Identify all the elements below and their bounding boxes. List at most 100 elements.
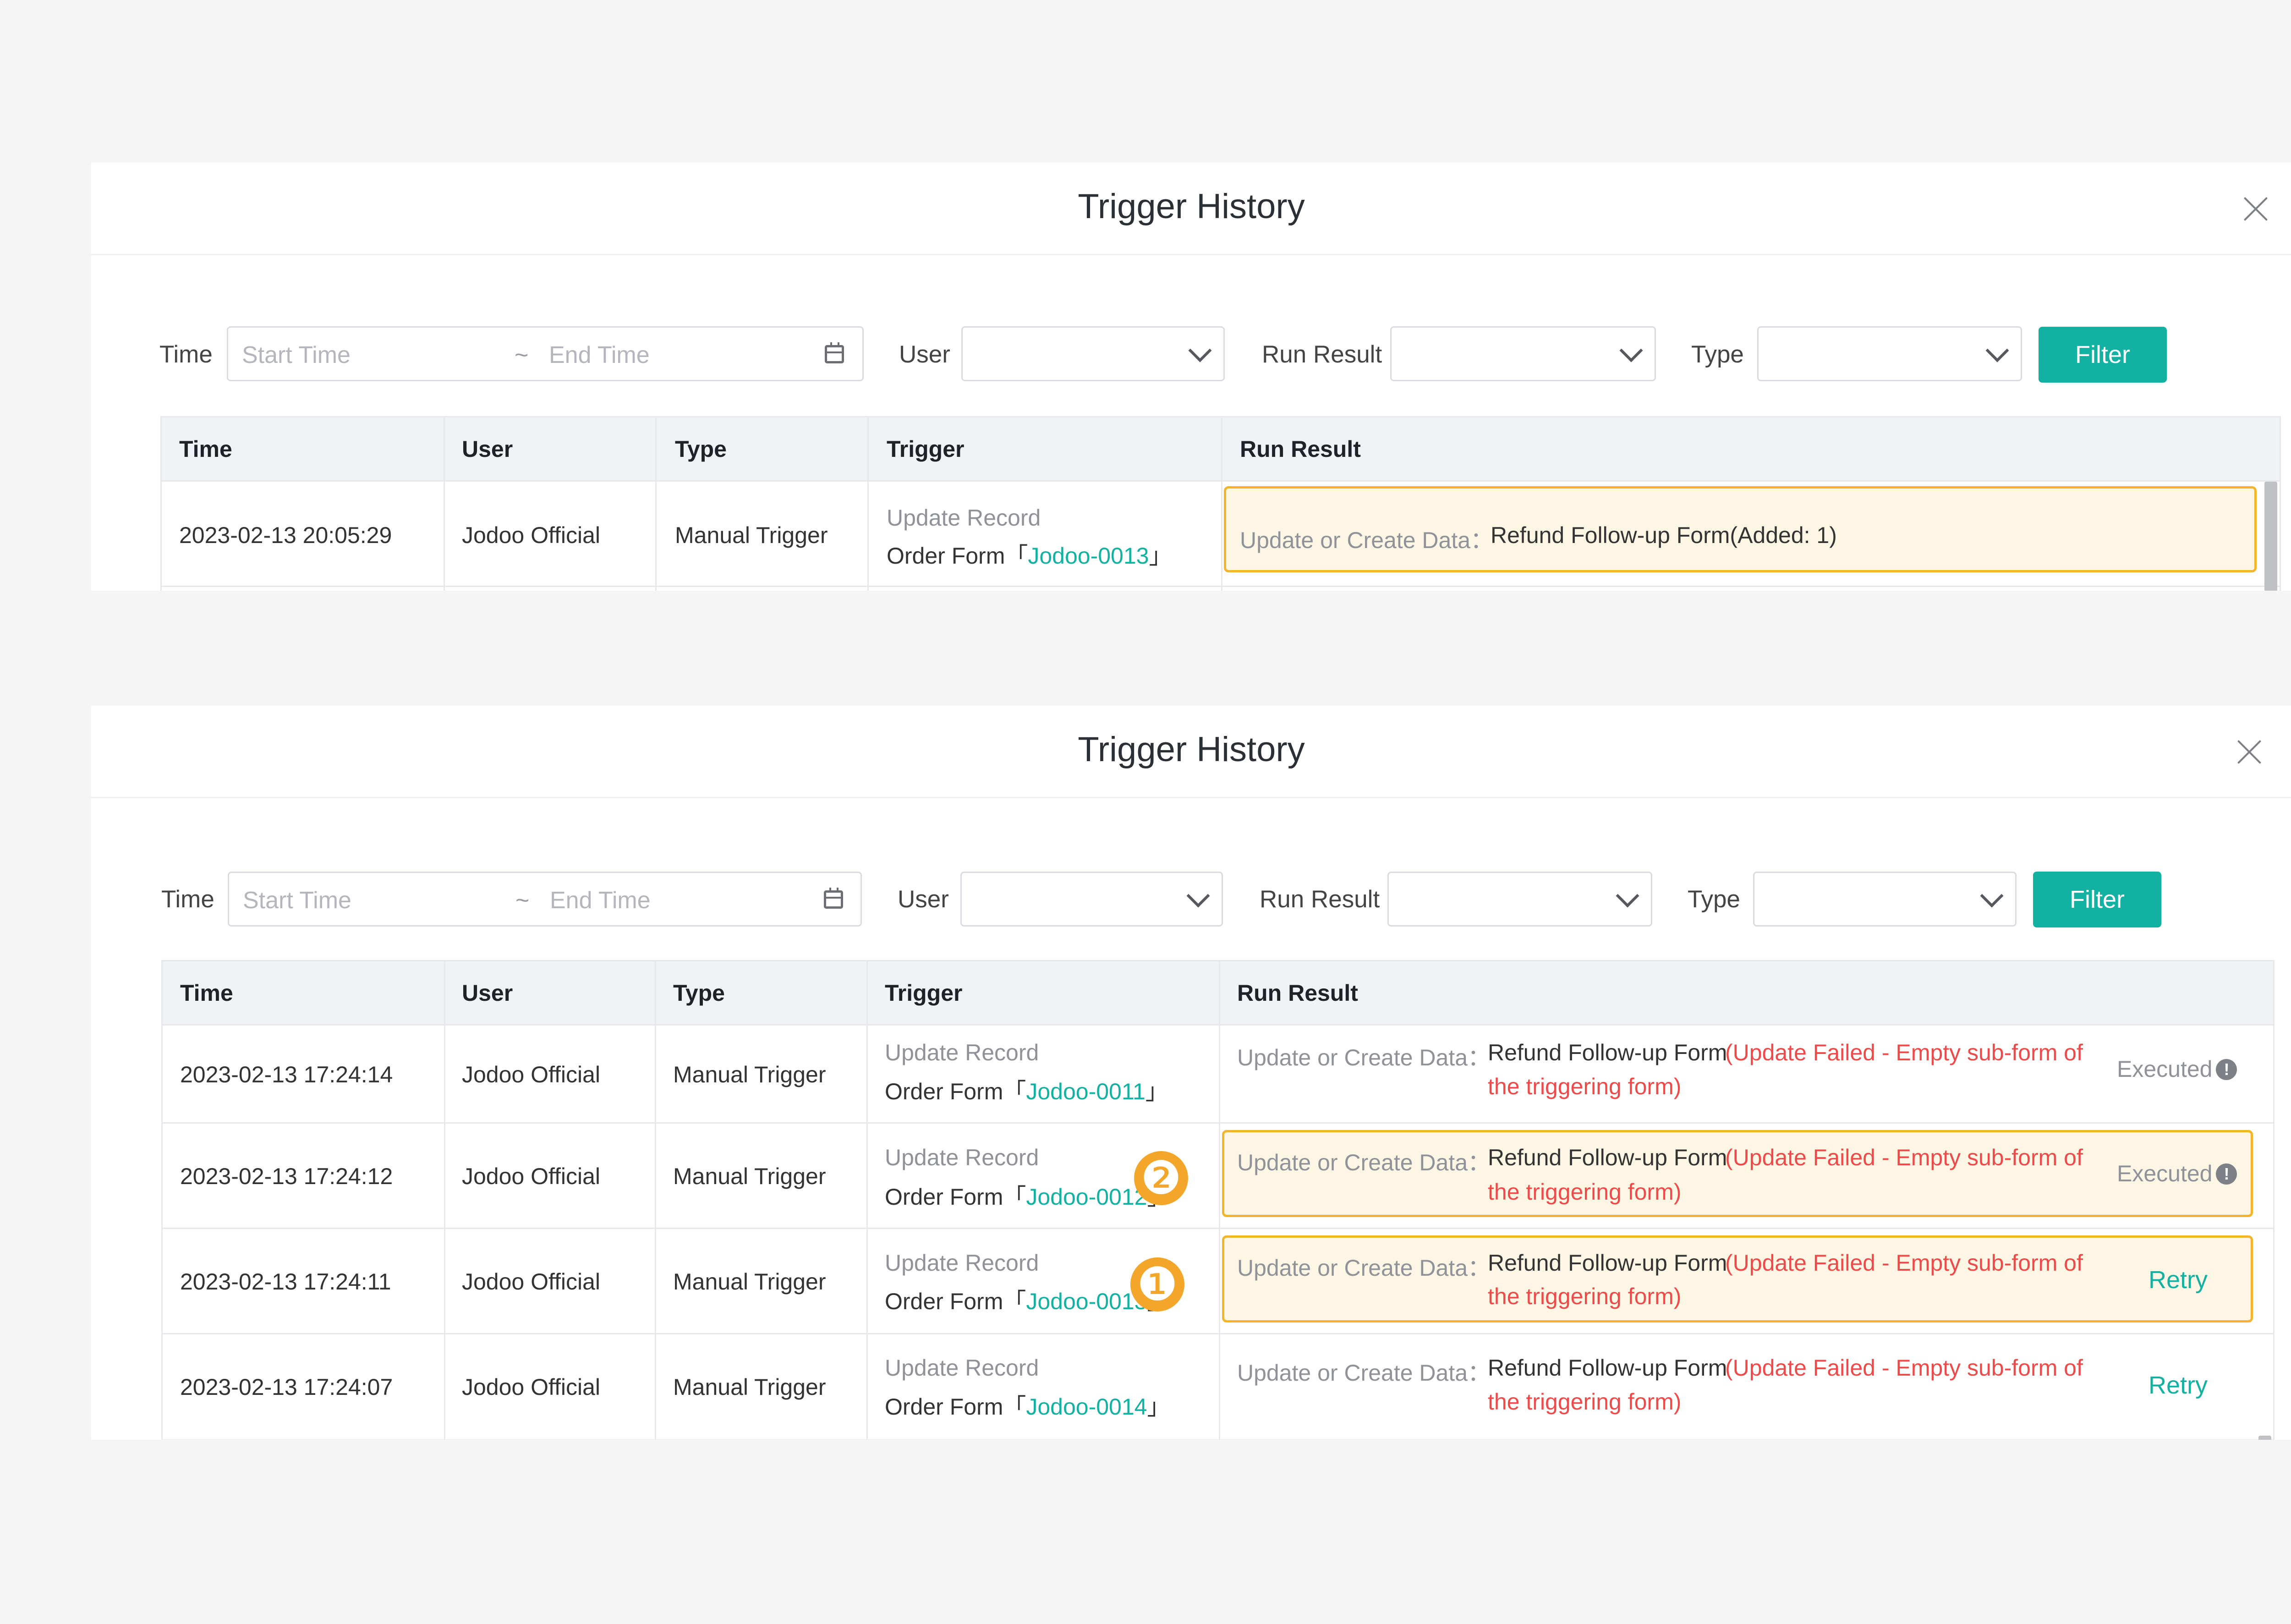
column-divider xyxy=(444,417,445,591)
row-trigger-action: Update Record xyxy=(885,1145,1039,1170)
row-trigger-form: Order Form「Jodoo-0011」 xyxy=(885,1079,1168,1104)
trigger-history-table: Time User Type Trigger Run Result 2023-0… xyxy=(161,960,2275,1440)
col-header-trigger: Trigger xyxy=(887,436,965,462)
column-divider xyxy=(867,417,869,591)
row-result-error-cont: the triggering form) xyxy=(1488,1389,1682,1415)
row-result-form: Refund Follow-up Form xyxy=(1488,1040,1727,1065)
start-time-input[interactable]: Start Time xyxy=(243,887,351,914)
row-trigger-action: Update Record xyxy=(885,1040,1039,1065)
record-link[interactable]: Jodoo-0011 xyxy=(1026,1079,1146,1104)
calendar-icon[interactable] xyxy=(824,888,843,909)
row-result-prefix: Update or Create Data： xyxy=(1237,1360,1491,1386)
filter-button[interactable]: Filter xyxy=(2033,872,2161,927)
dialog-title: Trigger History xyxy=(1078,730,1305,769)
run-result-label: Run Result xyxy=(1262,341,1382,368)
time-label: Time xyxy=(161,886,214,913)
time-range-picker[interactable]: Start Time ~ End Time xyxy=(227,326,864,381)
table-row[interactable]: 2023-02-13 17:24:12 Jodoo Official Manua… xyxy=(163,1124,2273,1229)
row-type: Manual Trigger xyxy=(673,1062,826,1087)
row-time: 2023-02-13 17:24:07 xyxy=(180,1374,393,1400)
table-row[interactable]: 2023-02-13 17:24:07 Jodoo Official Manua… xyxy=(163,1334,2273,1440)
highlighted-run-result xyxy=(1224,486,2257,572)
row-user: Jodoo Official xyxy=(462,1374,601,1400)
close-icon[interactable] xyxy=(2243,197,2268,221)
record-link[interactable]: Jodoo-0012 xyxy=(1026,1184,1147,1210)
dialog-header: Trigger History xyxy=(91,706,2291,798)
row-result-prefix: Update or Create Data： xyxy=(1237,1045,1491,1070)
trigger-history-table: Time User Type Trigger Run Result 2023-0… xyxy=(160,416,2281,591)
run-result-select[interactable] xyxy=(1387,872,1652,927)
col-header-run-result: Run Result xyxy=(1240,436,1361,462)
row-trigger-action: Update Record xyxy=(887,505,1041,531)
retry-button[interactable]: Retry xyxy=(2148,1372,2208,1399)
row-time: 2023-02-13 20:05:29 xyxy=(179,522,392,548)
info-icon[interactable]: ! xyxy=(2216,1163,2237,1185)
row-result-prefix: Update or Create Data： xyxy=(1237,1255,1491,1281)
col-header-time: Time xyxy=(179,436,232,462)
annotation-badge-2: ❷ xyxy=(1134,1151,1188,1205)
user-label: User xyxy=(898,886,949,913)
row-trigger-form: Order Form「Jodoo-0014」 xyxy=(885,1394,1170,1420)
chevron-down-icon xyxy=(1616,884,1639,908)
user-label: User xyxy=(899,341,950,368)
col-header-user: User xyxy=(462,436,513,462)
info-icon[interactable]: ! xyxy=(2216,1059,2237,1080)
record-link[interactable]: Jodoo-0013 xyxy=(1028,543,1149,569)
column-divider xyxy=(444,961,445,1440)
row-user: Jodoo Official xyxy=(462,1163,601,1189)
col-header-type: Type xyxy=(673,980,725,1006)
time-range-picker[interactable]: Start Time ~ End Time xyxy=(228,872,862,927)
col-header-trigger: Trigger xyxy=(885,980,963,1006)
table-row[interactable]: 2023-02-13 17:24:11 Jodoo Official Manua… xyxy=(163,1229,2273,1334)
row-trigger-form: Order Form「Jodoo-0013」 xyxy=(885,1289,1170,1314)
run-result-label: Run Result xyxy=(1260,886,1380,913)
retry-button[interactable]: Retry xyxy=(2148,1266,2208,1294)
row-type: Manual Trigger xyxy=(675,522,828,548)
row-result-detail: Refund Follow-up Form(Added: 1) xyxy=(1491,522,1837,548)
dialog-title: Trigger History xyxy=(1078,187,1305,226)
highlighted-run-result xyxy=(1222,1235,2253,1322)
end-time-input[interactable]: End Time xyxy=(550,887,651,914)
record-link[interactable]: Jodoo-0013 xyxy=(1026,1289,1147,1314)
calendar-icon[interactable] xyxy=(825,342,844,363)
filter-button[interactable]: Filter xyxy=(2039,327,2167,383)
scrollbar-thumb[interactable] xyxy=(2264,482,2277,591)
table-row[interactable]: 2023-02-13 20:05:29 Jodoo Official Manua… xyxy=(162,482,2280,587)
row-trigger-form: Order Form「Jodoo-0012」 xyxy=(885,1184,1170,1210)
row-trigger-action: Update Record xyxy=(885,1355,1039,1381)
row-user: Jodoo Official xyxy=(462,1269,601,1295)
chevron-down-icon xyxy=(1186,884,1210,908)
user-select[interactable] xyxy=(960,872,1223,927)
row-user: Jodoo Official xyxy=(462,1062,601,1087)
run-result-select[interactable] xyxy=(1390,326,1656,381)
row-result-form: Refund Follow-up Form xyxy=(1488,1145,1727,1170)
range-separator: ~ xyxy=(515,887,530,914)
row-type: Manual Trigger xyxy=(673,1269,826,1295)
type-select[interactable] xyxy=(1753,872,2017,927)
table-row[interactable]: 2023-02-13 17:24:14 Jodoo Official Manua… xyxy=(163,1026,2273,1124)
type-select[interactable] xyxy=(1757,326,2022,381)
col-header-run-result: Run Result xyxy=(1237,980,1358,1006)
record-link[interactable]: Jodoo-0014 xyxy=(1026,1394,1147,1420)
scrollbar-thumb[interactable] xyxy=(2258,1436,2271,1440)
end-time-input[interactable]: End Time xyxy=(549,342,650,368)
row-type: Manual Trigger xyxy=(673,1163,826,1189)
type-label: Type xyxy=(1691,341,1744,368)
column-divider xyxy=(866,961,868,1440)
col-header-user: User xyxy=(462,980,513,1006)
table-header: Time User Type Trigger Run Result xyxy=(162,417,2280,482)
row-result-error: (Update Failed - Empty sub-form of xyxy=(1725,1145,2083,1170)
table-header: Time User Type Trigger Run Result xyxy=(163,961,2273,1026)
row-result-error-cont: the triggering form) xyxy=(1488,1074,1682,1099)
row-time: 2023-02-13 17:24:12 xyxy=(180,1163,393,1189)
col-header-time: Time xyxy=(180,980,233,1006)
row-trigger-form: Order Form「Jodoo-0013」 xyxy=(887,543,1172,569)
user-select[interactable] xyxy=(961,326,1225,381)
row-result-error: (Update Failed - Empty sub-form of xyxy=(1725,1040,2083,1065)
chevron-down-icon xyxy=(1985,339,2009,362)
dialog-header: Trigger History xyxy=(91,163,2291,255)
start-time-input[interactable]: Start Time xyxy=(242,342,351,368)
row-result-error: (Update Failed - Empty sub-form of xyxy=(1725,1250,2083,1276)
close-icon[interactable] xyxy=(2236,740,2261,764)
chevron-down-icon xyxy=(1188,339,1212,362)
